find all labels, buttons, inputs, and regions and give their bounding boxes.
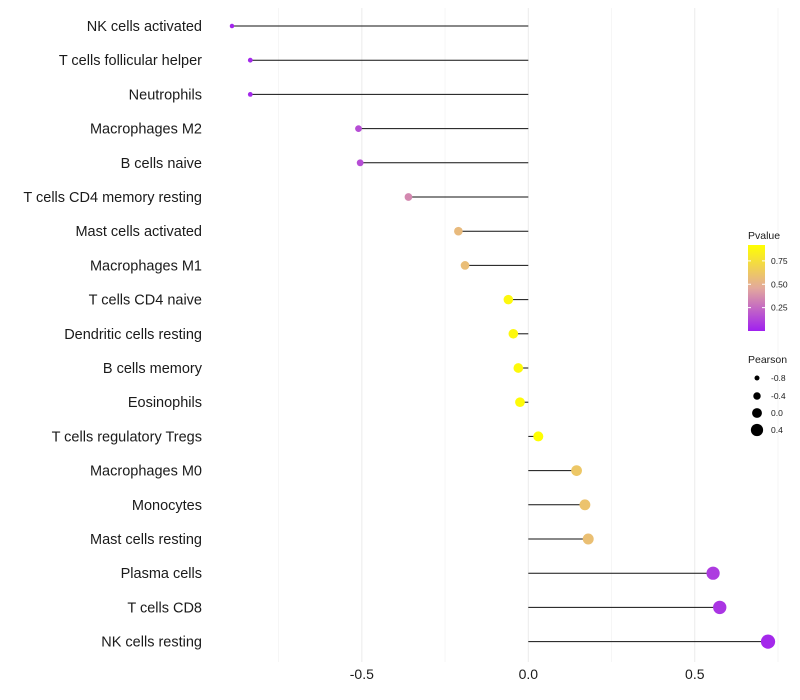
lollipop-point (579, 499, 591, 511)
x-tick-label: 0.5 (685, 666, 705, 682)
category-label: T cells regulatory Tregs (52, 429, 202, 445)
lollipop-point (713, 600, 727, 615)
pvalue-tick-label: 0.75 (771, 256, 788, 266)
pvalue-legend-title: Pvalue (748, 230, 780, 242)
lollipop-point (247, 92, 253, 97)
pearson-legend-title: Pearson (748, 354, 787, 366)
category-labels: NK cells activated T cells follicular hel… (23, 19, 202, 651)
category-label: B cells memory (103, 361, 203, 377)
x-axis-ticks: -0.5 0.0 0.5 (350, 666, 705, 682)
category-label: T cells CD8 (127, 600, 202, 616)
lollipop-point (503, 294, 514, 305)
lollipop-point (460, 261, 470, 270)
pearson-size-key (752, 408, 762, 418)
lollipop-point (706, 566, 720, 580)
lollipop-point (356, 159, 364, 167)
category-label: Monocytes (132, 498, 202, 514)
lollipop-point (508, 329, 519, 339)
category-label: NK cells activated (87, 19, 202, 35)
pearson-legend: Pearson -0.8 -0.4 0.0 0.4 (748, 354, 787, 437)
lollipop-point (513, 363, 524, 373)
pvalue-colorbar (748, 245, 765, 331)
pearson-size-label: 0.4 (771, 425, 783, 435)
pearson-size-label: -0.4 (771, 391, 786, 401)
category-label: T cells CD4 memory resting (23, 190, 202, 206)
lollipop-stems (231, 25, 769, 643)
lollipop-point (582, 533, 594, 545)
category-label: T cells CD4 naive (89, 293, 202, 309)
pearson-size-key (754, 375, 760, 381)
lollipop-point (533, 431, 544, 442)
grid-lines (278, 8, 779, 662)
category-label: Plasma cells (121, 566, 202, 582)
category-label: Neutrophils (129, 87, 202, 103)
x-tick-label: -0.5 (350, 666, 374, 682)
lollipop-point (760, 634, 776, 649)
category-label: Macrophages M0 (90, 464, 202, 480)
pvalue-legend: Pvalue 0.25 0.50 0.75 (748, 230, 788, 331)
category-label: Mast cells activated (75, 224, 202, 240)
lollipop-point (247, 57, 253, 63)
category-label: Macrophages M1 (90, 258, 202, 274)
lollipop-points (229, 23, 776, 649)
pearson-size-key (753, 392, 761, 400)
category-label: NK cells resting (101, 635, 202, 651)
category-label: T cells follicular helper (59, 53, 202, 69)
category-label: Dendritic cells resting (64, 327, 202, 343)
pvalue-tick-label: 0.50 (771, 279, 788, 289)
lollipop-point (571, 465, 582, 476)
lollipop-point (404, 193, 413, 201)
x-tick-label: 0.0 (519, 666, 539, 682)
lollipop-point (229, 23, 235, 29)
lollipop-point (355, 125, 362, 132)
pearson-size-label: 0.0 (771, 408, 783, 418)
lollipop-point (454, 226, 463, 236)
lollipop-point (515, 397, 525, 408)
pvalue-tick-label: 0.25 (771, 303, 788, 313)
pearson-size-label: -0.8 (771, 373, 786, 383)
pearson-size-key (750, 423, 764, 437)
category-label: Mast cells resting (90, 532, 202, 548)
category-label: B cells naive (121, 156, 202, 172)
category-label: Eosinophils (128, 395, 202, 411)
category-label: Macrophages M2 (90, 122, 202, 138)
